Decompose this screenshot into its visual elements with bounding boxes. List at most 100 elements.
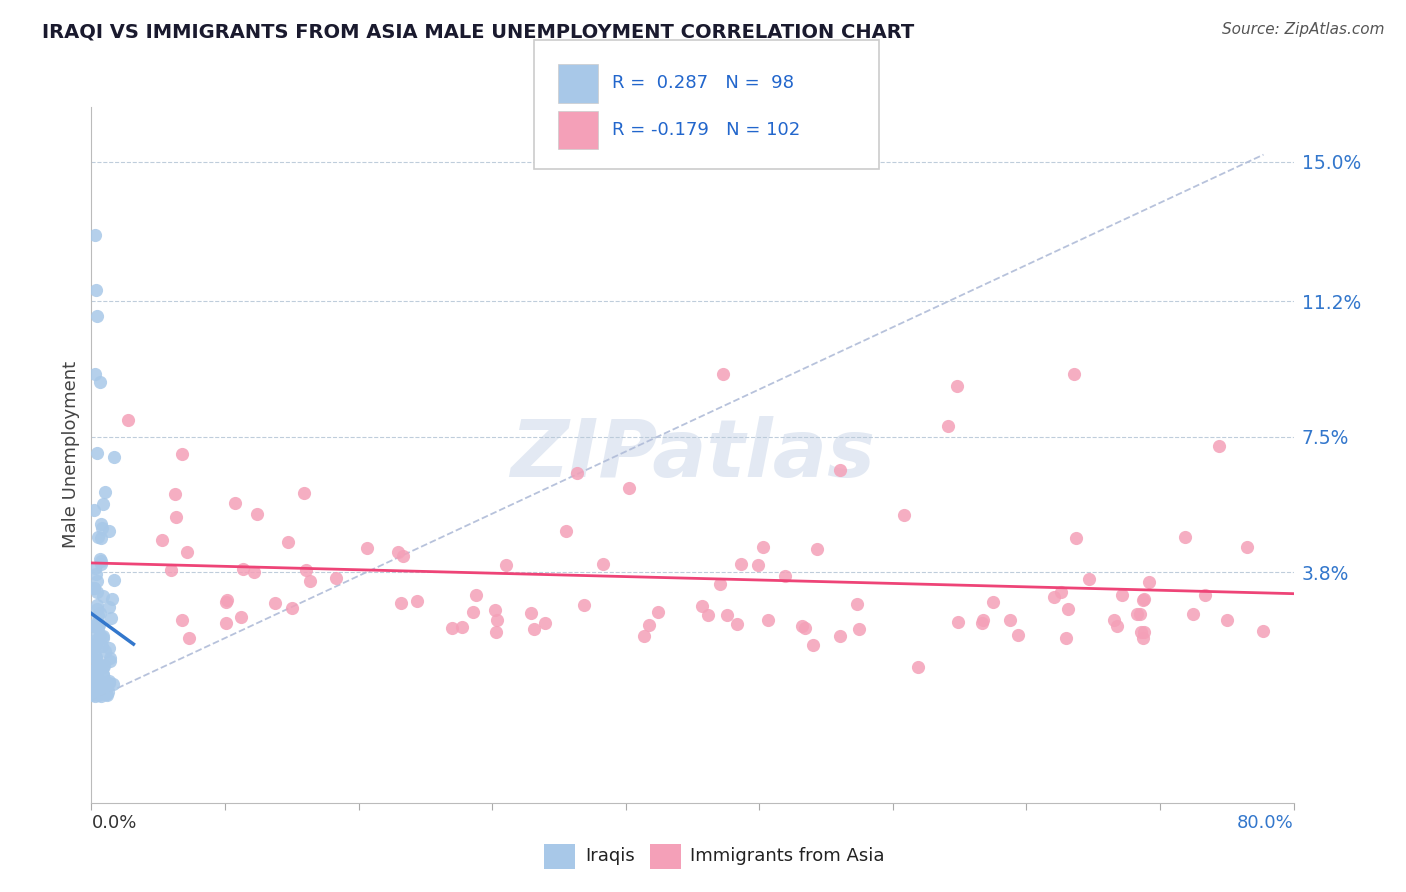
Point xyxy=(83,561,105,575)
Point xyxy=(91,640,114,654)
Point xyxy=(752,541,775,555)
Point xyxy=(150,533,173,547)
Point xyxy=(523,622,546,636)
Point xyxy=(1251,624,1274,639)
Point xyxy=(1043,591,1066,605)
Point xyxy=(87,680,110,694)
Point xyxy=(165,510,187,524)
Point xyxy=(325,571,347,585)
Point xyxy=(981,594,1004,608)
Point xyxy=(747,558,769,573)
Point xyxy=(80,678,103,692)
Point xyxy=(94,643,117,657)
Point xyxy=(1137,575,1160,590)
Point xyxy=(246,507,269,521)
Point xyxy=(93,680,115,694)
Text: Immigrants from Asia: Immigrants from Asia xyxy=(690,847,884,865)
Point xyxy=(84,689,107,703)
Point xyxy=(91,668,114,682)
Text: 80.0%: 80.0% xyxy=(1237,814,1294,831)
Point xyxy=(91,589,114,603)
Point xyxy=(485,624,508,639)
Point xyxy=(1181,607,1204,622)
Point xyxy=(82,641,104,656)
Point xyxy=(96,687,118,701)
Point xyxy=(98,599,121,614)
Point xyxy=(90,517,112,532)
Point xyxy=(690,599,713,614)
Point xyxy=(828,463,851,477)
Point xyxy=(170,613,193,627)
Point xyxy=(93,497,115,511)
Point xyxy=(725,617,748,632)
Point xyxy=(638,618,661,632)
Point xyxy=(387,544,409,558)
Point xyxy=(619,481,641,495)
Point xyxy=(159,563,181,577)
Point xyxy=(84,367,107,381)
Point xyxy=(91,681,114,695)
Point xyxy=(565,466,588,480)
Point xyxy=(519,607,541,621)
Point xyxy=(90,682,112,697)
Point xyxy=(87,688,110,702)
Point xyxy=(94,484,117,499)
Point xyxy=(534,616,557,631)
Point xyxy=(389,596,412,610)
Point xyxy=(89,557,111,571)
Point xyxy=(1054,631,1077,645)
Point xyxy=(84,637,107,651)
Point xyxy=(716,607,738,622)
Point xyxy=(89,606,111,620)
Point xyxy=(83,581,105,595)
Point xyxy=(1111,589,1133,603)
Point xyxy=(89,627,111,641)
Point xyxy=(1102,613,1125,627)
Point xyxy=(82,657,104,672)
Y-axis label: Male Unemployment: Male Unemployment xyxy=(62,361,80,549)
Point xyxy=(89,658,111,673)
Point xyxy=(84,283,107,297)
Point xyxy=(495,558,517,573)
Point xyxy=(1174,530,1197,544)
Point xyxy=(773,569,796,583)
Point xyxy=(730,557,752,571)
Point xyxy=(232,562,254,576)
Text: Iraqis: Iraqis xyxy=(585,847,634,865)
Point xyxy=(294,563,316,577)
Point xyxy=(946,615,969,629)
Point xyxy=(87,687,110,701)
Text: ZIPatlas: ZIPatlas xyxy=(510,416,875,494)
Point xyxy=(86,672,108,686)
Point xyxy=(792,619,814,633)
Point xyxy=(848,622,870,636)
Point xyxy=(555,524,578,538)
Point xyxy=(392,549,415,563)
Point xyxy=(80,665,103,679)
Point xyxy=(87,530,110,544)
Point xyxy=(83,228,105,243)
Point xyxy=(84,633,107,648)
Point xyxy=(117,413,139,427)
Point xyxy=(86,601,108,615)
Point xyxy=(936,418,959,433)
Point xyxy=(264,596,287,610)
Point xyxy=(1133,625,1156,640)
Point xyxy=(93,659,115,673)
Point xyxy=(93,667,115,681)
Point xyxy=(633,629,655,643)
Point xyxy=(281,600,304,615)
Point xyxy=(229,610,252,624)
Point xyxy=(405,594,427,608)
Text: IRAQI VS IMMIGRANTS FROM ASIA MALE UNEMPLOYMENT CORRELATION CHART: IRAQI VS IMMIGRANTS FROM ASIA MALE UNEMP… xyxy=(42,22,914,41)
Point xyxy=(972,613,994,627)
Point xyxy=(87,615,110,630)
Point xyxy=(647,605,669,619)
Point xyxy=(90,521,112,535)
Point xyxy=(242,565,264,579)
Point xyxy=(709,577,731,591)
Point xyxy=(87,673,110,687)
Point xyxy=(945,378,967,392)
Point xyxy=(1050,584,1073,599)
Text: R =  0.287   N =  98: R = 0.287 N = 98 xyxy=(612,74,793,93)
